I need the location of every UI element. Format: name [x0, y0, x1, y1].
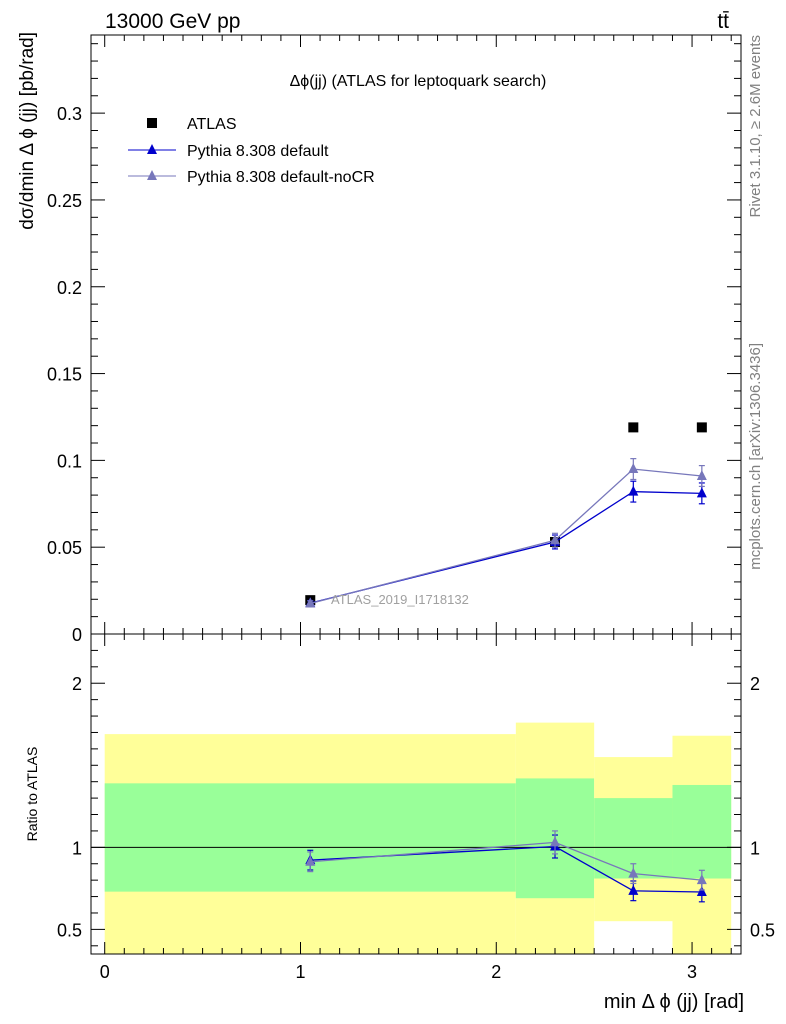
plot-frames	[90, 34, 742, 955]
main-series-line-2	[310, 468, 702, 605]
chart-title: Δϕ(jj) (ATLAS for leptoquark search)	[290, 73, 547, 90]
ratio-y-tick-label-0: 0.5	[57, 920, 82, 940]
header-left: 13000 GeV pp	[105, 10, 240, 33]
green-band-0	[104, 783, 516, 892]
main-point-2-0	[305, 597, 316, 608]
main-point-1-2	[628, 485, 639, 496]
y-tick-label-3: 0.15	[47, 365, 82, 385]
ratio-y-tick-label-right-0: 0.5	[750, 920, 775, 940]
ratio-point-1-0	[305, 855, 316, 866]
ratio-point-1-1	[550, 836, 561, 847]
ratio-y-tick-label-2: 2	[72, 674, 82, 694]
legend-default-marker	[147, 144, 157, 154]
x-tick-label-3: 3	[687, 962, 697, 982]
y-tick-label-2: 0.1	[57, 451, 82, 471]
legend-default-label: Pythia 8.308 default	[187, 143, 329, 160]
ratio-point-0-2	[628, 884, 639, 895]
main-point-2-1	[550, 534, 561, 545]
ratio-y-axis-label: Ratio to ATLAS	[24, 747, 40, 842]
legend-atlas-marker	[147, 118, 157, 128]
x-tick-label-2: 2	[491, 962, 501, 982]
atlas-point-2	[628, 422, 639, 433]
y-tick-label-5: 0.25	[47, 191, 82, 211]
legend: ATLAS Pythia 8.308 default Pythia 8.308 …	[128, 116, 375, 186]
ratio-series-line-0	[310, 845, 702, 893]
mcplots-label: mcplots.cern.ch [arXiv:1306.3436]	[747, 343, 764, 570]
main-point-2-3	[696, 470, 707, 481]
ratio-point-0-3	[696, 885, 707, 896]
data-marks	[305, 422, 707, 903]
green-band-3	[672, 784, 732, 879]
ratio-frame	[90, 633, 742, 955]
x-tick-label-1: 1	[295, 962, 305, 982]
ratio-y-tick-label-right-2: 2	[750, 674, 760, 694]
atlas-point-3	[696, 422, 707, 433]
ratio-point-1-3	[696, 874, 707, 885]
y-tick-label-6: 0.3	[57, 104, 82, 124]
x-axis-label: min Δ ϕ (jj) [rad]	[604, 991, 744, 1013]
uncertainty-bands	[91, 722, 741, 954]
main-point-1-3	[696, 487, 707, 498]
axis-ticks: 0 1 2 3 0 0.05 0.1 0.15 0.2 0.25 0.3 0.5 0.5 1 1 2 2	[47, 35, 775, 982]
y-tick-label-0: 0	[72, 625, 82, 645]
y-tick-label-1: 0.05	[47, 538, 82, 558]
rivet-label: Rivet 3.1.10, ≥ 2.6M events	[747, 35, 764, 218]
ratio-y-tick-label-right-1: 1	[750, 838, 760, 858]
main-series-line-1	[310, 490, 702, 604]
header-right: tt̄	[717, 10, 729, 33]
ratio-y-tick-label-1: 1	[72, 838, 82, 858]
ratio-point-1-2	[628, 867, 639, 878]
y-axis-label: dσ/dmin Δ ϕ (jj) [pb/rad]	[17, 32, 38, 230]
analysis-watermark: ATLAS_2019_I1718132	[331, 592, 469, 607]
main-point-2-2	[628, 463, 639, 474]
y-tick-label-4: 0.2	[57, 278, 82, 298]
legend-nocr-marker	[147, 170, 157, 180]
ratio-series-line-1	[310, 841, 702, 881]
x-tick-label-0: 0	[100, 962, 110, 982]
legend-nocr-label: Pythia 8.308 default-noCR	[187, 169, 375, 186]
legend-atlas-label: ATLAS	[187, 116, 237, 133]
